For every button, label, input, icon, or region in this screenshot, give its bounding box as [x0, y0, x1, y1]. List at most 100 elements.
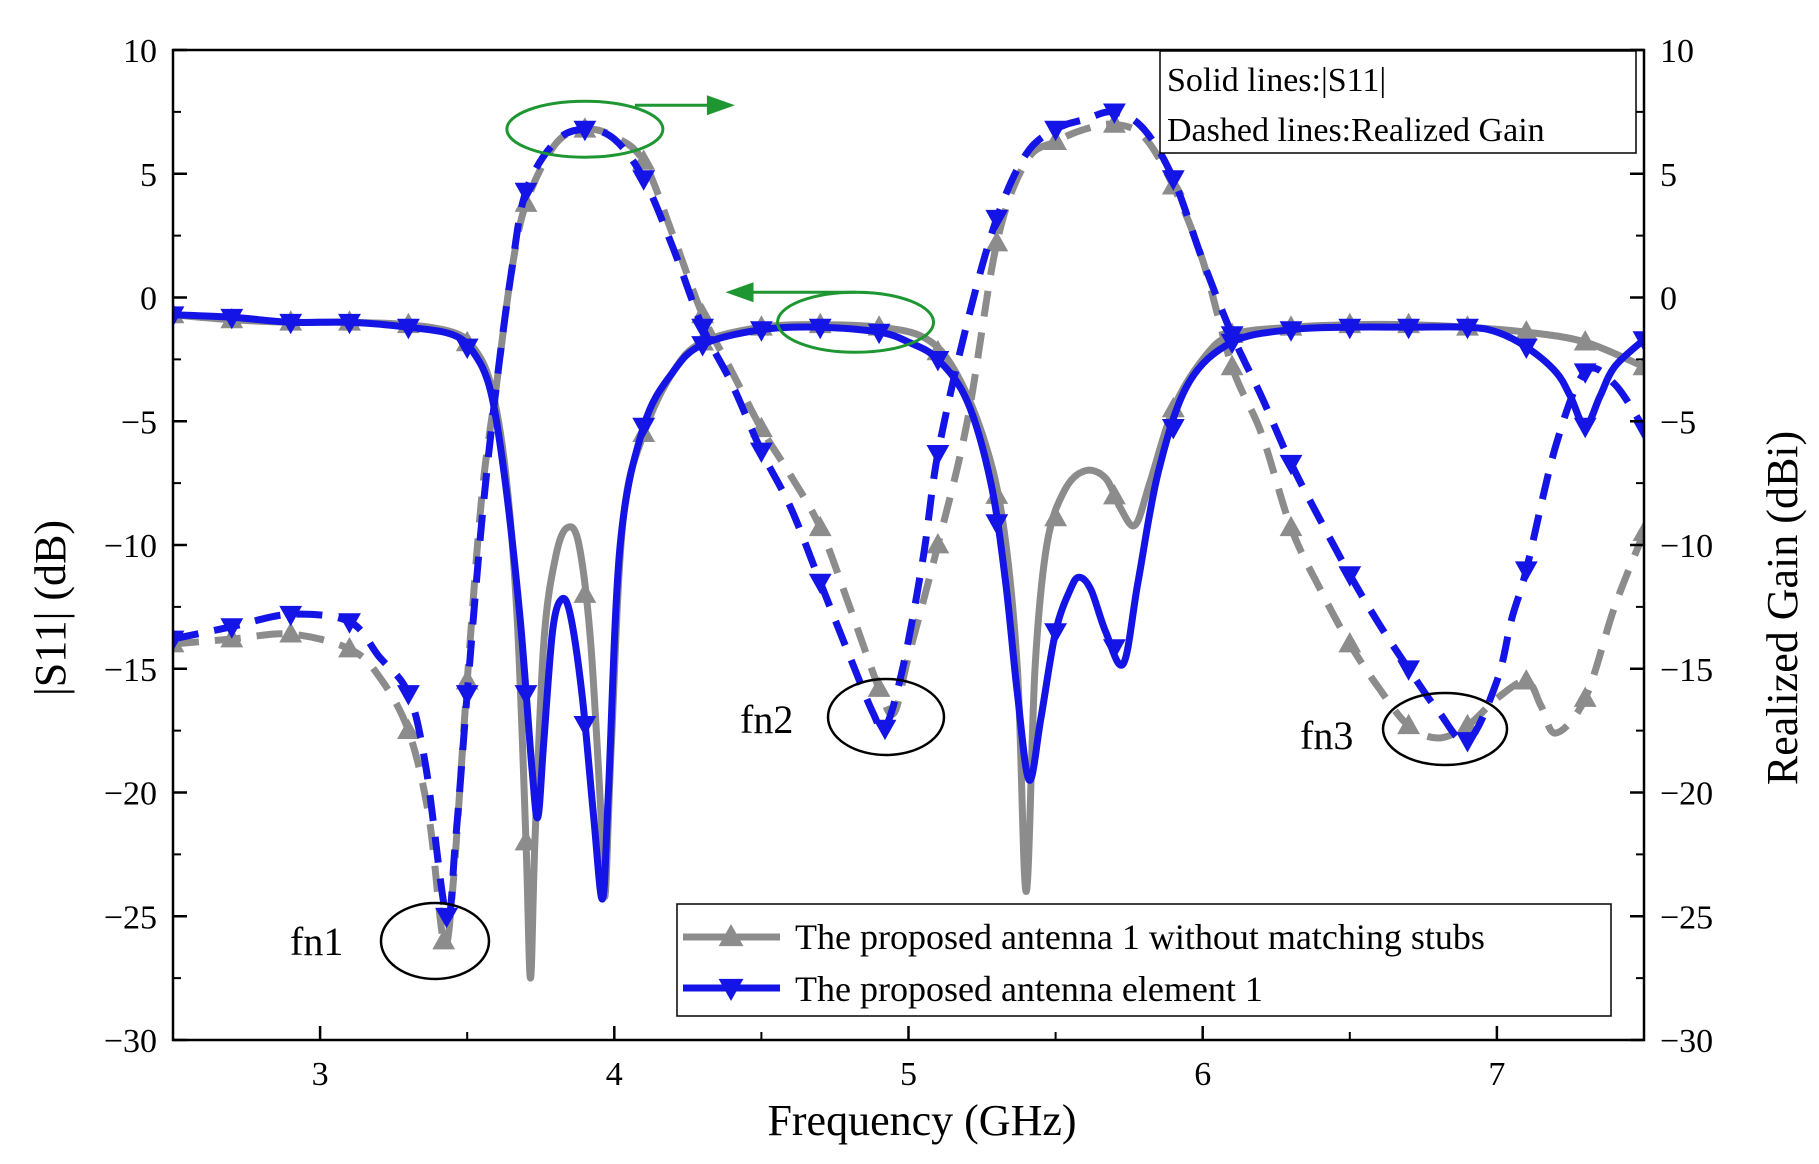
gain-marker-grey-25	[1573, 686, 1597, 707]
frame-layer	[171, 48, 1646, 1042]
y-tick-label-left-4: −10	[104, 528, 157, 565]
gain-marker-grey-0	[173, 632, 185, 653]
legend-label-grey: The proposed antenna 1 without matching …	[795, 917, 1485, 957]
gain-marker-blue-6	[455, 685, 479, 706]
y-tick-label-right-7: −25	[1660, 899, 1713, 936]
gain-marker-grey-5	[432, 929, 456, 950]
fn2-ellipse	[826, 677, 946, 757]
line-style-note: Solid lines:|S11| Dashed lines:Realized …	[1159, 50, 1637, 154]
gain-marker-blue-18	[1161, 170, 1185, 191]
x-tick-label-0: 3	[312, 1056, 329, 1093]
s11-marker-grey-15	[1044, 505, 1067, 527]
gain-marker-blue-26	[1632, 420, 1644, 441]
fn3-label: fn3	[1300, 713, 1353, 758]
gain-marker-grey-2	[279, 622, 303, 643]
legend: The proposed antenna 1 without matching …	[676, 903, 1612, 1017]
gain-marker-blue-14	[926, 445, 950, 466]
gain-marker-blue-3	[338, 613, 361, 634]
s11-line-grey	[173, 311, 1644, 982]
fn1-ellipse	[379, 901, 491, 981]
gain-marker-blue-11	[750, 442, 773, 463]
s11-marker-blue-7	[573, 716, 597, 737]
s11-marker-blue-5	[455, 338, 479, 359]
fn2-label: fn2	[740, 697, 793, 742]
gain-marker-grey-22	[1397, 713, 1420, 735]
legend-swatch-blue	[683, 978, 780, 1001]
y-tick-label-right-8: −30	[1660, 1023, 1713, 1060]
x-axis-title: Frequency (GHz)	[767, 1096, 1076, 1145]
s11-marker-blue-9	[691, 336, 714, 357]
gain-marker-grey-26	[1632, 520, 1644, 541]
s11-marker-grey-23	[1514, 320, 1538, 341]
y-tick-label-left-7: −25	[104, 899, 157, 936]
gain-marker-blue-8	[573, 120, 597, 142]
gain-marker-grey-19	[1220, 354, 1244, 376]
legend-frame	[676, 903, 1612, 1017]
y-tick-label-left-8: −30	[104, 1023, 157, 1060]
s11-marker-blue-20	[1338, 318, 1362, 340]
y-tick-label-left-5: −15	[104, 652, 157, 689]
gain-marker-blue-5	[435, 907, 458, 929]
gain-marker-grey-13	[867, 676, 891, 697]
s11-marker-grey-24	[1573, 330, 1597, 351]
y-tick-label-left-2: 0	[140, 281, 157, 318]
gain-marker-grey-20	[1279, 515, 1303, 537]
s11-marker-blue-11	[808, 318, 832, 340]
s11-marker-blue-16	[1103, 639, 1126, 660]
legend-label-blue: The proposed antenna element 1	[795, 969, 1263, 1009]
s11-marker-blue-1	[220, 308, 244, 330]
s11-marker-blue-12	[867, 323, 891, 345]
y-tick-label-right-3: −5	[1660, 404, 1696, 441]
x-tick-label-3: 6	[1194, 1056, 1211, 1093]
gain-marker-blue-21	[1338, 566, 1362, 587]
gain-marker-blue-15	[985, 209, 1009, 231]
gain-marker-blue-2	[279, 605, 303, 627]
axis-layer: Frequency (GHz) |S11| (dB) Realized Gain…	[26, 33, 1807, 1145]
s11-marker-blue-25	[1632, 331, 1644, 352]
gain-marker-blue-9	[632, 170, 656, 191]
y-tick-label-right-5: −15	[1660, 652, 1713, 689]
gain-marker-blue-7	[514, 182, 538, 204]
gain-marker-blue-25	[1573, 363, 1597, 384]
plot-frame	[171, 48, 1646, 1042]
gain-marker-grey-21	[1338, 632, 1362, 653]
fn1-label: fn1	[290, 919, 343, 964]
y-tick-label-right-6: −20	[1660, 776, 1713, 813]
s11-marker-grey-7	[573, 582, 597, 603]
gain-marker-blue-12	[808, 573, 832, 595]
green-arrow-left-head	[725, 282, 754, 303]
green-arrow-right-head	[706, 95, 735, 116]
s11-marker-grey-16	[1103, 484, 1126, 505]
gain-marker-grey-3	[338, 637, 361, 658]
s11-marker-blue-23	[1514, 338, 1538, 359]
s11-marker-blue-15	[1044, 623, 1067, 644]
y-tick-label-right-0: 10	[1660, 33, 1694, 70]
note-solid-lines: Solid lines:|S11|	[1167, 62, 1386, 99]
s11-marker-blue-22	[1456, 318, 1479, 340]
legend-marker-0	[718, 924, 744, 947]
green-ellipse-0	[505, 99, 665, 159]
gain-marker-blue-22	[1397, 660, 1420, 681]
y-tick-label-right-1: 5	[1660, 157, 1677, 194]
series-layer	[173, 103, 1644, 982]
gain-marker-grey-6	[455, 669, 479, 690]
s11-marker-blue-6	[514, 685, 538, 706]
y-tick-label-right-2: 0	[1660, 281, 1677, 318]
y-axis-title-right: Realized Gain (dBi)	[1758, 431, 1807, 785]
gain-marker-blue-4	[397, 685, 420, 706]
gain-marker-blue-17	[1103, 103, 1126, 124]
note-dashed-lines: Dashed lines:Realized Gain	[1167, 112, 1545, 149]
s11-marker-blue-3	[338, 313, 361, 335]
y-tick-label-left-6: −20	[104, 776, 157, 813]
s11-marker-grey-6	[514, 830, 538, 851]
gain-marker-blue-0	[173, 630, 185, 651]
fn3-ellipse	[1381, 691, 1509, 767]
x-tick-label-4: 7	[1488, 1056, 1505, 1093]
s11-marker-blue-14	[985, 514, 1009, 535]
s11-marker-blue-19	[1279, 321, 1303, 342]
s11-marker-blue-17	[1161, 419, 1185, 440]
s11-marker-blue-21	[1397, 318, 1420, 340]
gain-marker-grey-12	[808, 515, 832, 537]
gain-marker-blue-13	[873, 719, 897, 741]
